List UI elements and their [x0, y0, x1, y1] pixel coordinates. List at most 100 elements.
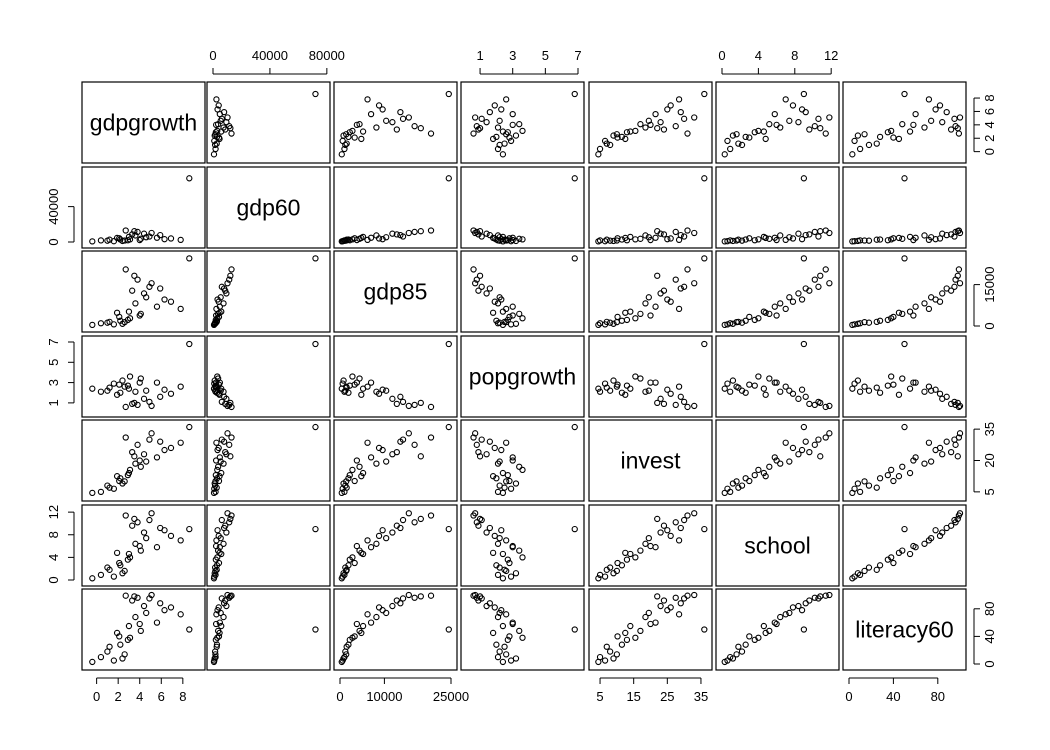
point-gdp60-invest-25	[632, 236, 639, 243]
point-gdpgrowth-popgrowth-7	[470, 130, 477, 137]
top-tick-label-school-2: 8	[791, 48, 798, 63]
point-gdp60-invest-13	[680, 233, 688, 240]
panel-literacy60-vs-school	[715, 588, 840, 671]
point-gdp60-gdp85-24	[383, 234, 390, 241]
point-gdp60-school-13	[815, 233, 822, 240]
point-popgrowth-gdpgrowth-5	[140, 395, 148, 402]
point-school-invest-24	[645, 534, 652, 542]
point-literacy60-popgrowth-0	[494, 653, 502, 661]
point-gdpgrowth-gdp85-16	[356, 121, 363, 128]
point-gdp60-literacy60-23	[901, 175, 908, 182]
point-popgrowth-school-10	[782, 383, 789, 390]
point-gdp60-gdpgrowth-9	[161, 236, 168, 243]
point-gdp85-school-6	[811, 276, 818, 283]
point-gdp60-school-26	[802, 231, 809, 239]
point-invest-gdp60-20	[227, 453, 234, 460]
panel-popgrowth-vs-literacy60	[842, 335, 967, 418]
point-popgrowth-invest-20	[654, 399, 661, 407]
point-invest-popgrowth-28	[509, 457, 516, 464]
point-gdp85-invest-5	[657, 290, 664, 297]
point-gdpgrowth-school-16	[766, 121, 773, 128]
point-gdp60-gdp85-20	[417, 228, 424, 235]
point-literacy60-gdp85-25	[349, 634, 356, 641]
point-invest-school-21	[742, 475, 749, 482]
point-popgrowth-literacy60-12	[851, 380, 858, 387]
right-tick-label-gdp85-0: 0	[982, 322, 997, 329]
point-gdpgrowth-school-4	[777, 124, 784, 131]
point-invest-popgrowth-27	[503, 478, 510, 485]
point-gdp60-school-15	[751, 237, 758, 244]
point-gdpgrowth-literacy60-23	[901, 90, 908, 98]
point-gdp60-gdpgrowth-26	[157, 231, 164, 239]
bottom-tick-label-invest-1: 15	[626, 689, 640, 704]
point-school-gdp85-23	[445, 525, 452, 533]
left-tick-label-popgrowth-1: 3	[46, 379, 61, 386]
point-invest-popgrowth-19	[472, 430, 479, 437]
point-invest-popgrowth-15	[504, 471, 511, 479]
point-gdp60-school-16	[766, 235, 773, 242]
point-gdp60-gdp85-26	[397, 231, 404, 239]
point-school-gdpgrowth-27	[121, 567, 128, 575]
point-invest-gdp60-22	[210, 489, 218, 497]
point-literacy60-invest-29	[622, 629, 629, 637]
point-gdp85-literacy60-21	[876, 317, 884, 324]
point-popgrowth-school-16	[766, 375, 773, 382]
point-gdp60-gdpgrowth-10	[177, 236, 184, 244]
point-gdp60-school-20	[817, 228, 824, 235]
point-literacy60-gdpgrowth-29	[113, 629, 121, 637]
bottom-tick-label-literacy60-1: 40	[886, 689, 900, 704]
variable-label-school: school	[744, 533, 810, 559]
point-school-gdp85-20	[417, 515, 424, 523]
point-gdpgrowth-popgrowth-17	[496, 141, 503, 149]
point-literacy60-invest-16	[637, 627, 644, 635]
panel-popgrowth-vs-popgrowth	[460, 335, 585, 418]
point-gdp60-gdpgrowth-23	[186, 175, 193, 182]
point-popgrowth-gdp85-23	[445, 340, 452, 348]
point-popgrowth-gdpgrowth-12	[110, 380, 118, 387]
point-popgrowth-gdp85-14	[393, 400, 400, 408]
point-literacy60-gdp60-10	[213, 611, 220, 618]
point-school-gdpgrowth-0	[97, 571, 105, 579]
point-gdp60-invest-17	[606, 237, 614, 244]
point-invest-literacy60-16	[899, 463, 906, 470]
point-literacy60-gdpgrowth-19	[148, 591, 155, 599]
point-invest-gdp60-12	[211, 485, 218, 492]
point-popgrowth-literacy60-25	[888, 373, 895, 380]
point-gdp60-literacy60-4	[921, 232, 928, 239]
point-school-gdpgrowth-28	[136, 542, 143, 550]
point-gdpgrowth-popgrowth-24	[496, 117, 503, 124]
point-gdp60-school-29	[762, 234, 769, 242]
point-gdp60-gdp85-27	[343, 237, 350, 244]
point-school-invest-16	[637, 547, 644, 554]
right-tick-label-gdpgrowth-0: 0	[982, 148, 997, 155]
point-school-gdp60-28	[212, 542, 220, 550]
point-gdpgrowth-literacy60-15	[884, 129, 891, 136]
point-school-gdp85-8	[367, 544, 375, 551]
point-gdp60-school-28	[773, 236, 780, 244]
point-literacy60-gdpgrowth-12	[110, 657, 118, 664]
point-popgrowth-literacy60-15	[884, 382, 891, 389]
point-literacy60-gdpgrowth-8	[153, 619, 161, 626]
point-invest-literacy60-3	[906, 469, 914, 477]
point-literacy60-popgrowth-20	[476, 593, 484, 600]
point-literacy60-school-4	[777, 613, 784, 621]
point-school-invest-9	[664, 527, 671, 534]
point-invest-gdp85-28	[353, 457, 361, 464]
point-gdp60-school-10	[782, 236, 789, 244]
point-invest-gdp60-25	[214, 466, 221, 474]
panel-gdpgrowth-vs-gdpgrowth	[81, 81, 206, 164]
point-gdp85-literacy60-13	[951, 283, 958, 290]
point-invest-literacy60-1	[873, 484, 880, 491]
point-gdp60-invest-11	[610, 237, 617, 245]
point-popgrowth-literacy60-23	[901, 340, 908, 348]
point-invest-school-22	[721, 489, 728, 497]
point-gdp85-gdpgrowth-24	[143, 294, 150, 301]
point-school-literacy60-26	[943, 524, 950, 532]
point-gdpgrowth-invest-20	[654, 125, 661, 132]
point-gdp60-literacy60-20	[954, 228, 961, 235]
point-gdpgrowth-gdp85-26	[397, 108, 404, 116]
point-invest-gdp60-10	[213, 439, 220, 446]
point-school-popgrowth-20	[476, 515, 484, 523]
point-invest-gdp85-3	[359, 469, 367, 477]
point-popgrowth-gdp85-8	[367, 379, 375, 386]
